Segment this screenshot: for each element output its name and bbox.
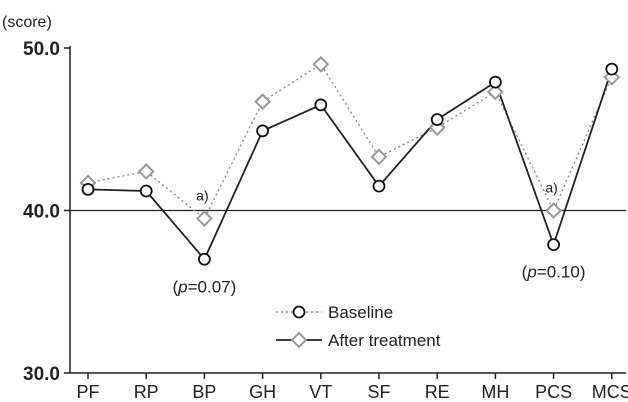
point-after-treatment <box>312 55 330 73</box>
annotation-layer: a) (p=0.07) a) (p=0.10) <box>172 180 585 297</box>
x-tick-label: BP <box>192 382 216 402</box>
annotation-superscript: a) <box>196 188 208 204</box>
x-tick-label: VT <box>309 382 332 402</box>
y-tick-label: 30.0 <box>23 364 60 385</box>
x-tick-label: SF <box>367 382 390 402</box>
point-baseline <box>547 238 560 252</box>
point-baseline <box>605 62 619 76</box>
point-baseline <box>256 124 270 138</box>
x-tick-label: MCS <box>592 382 628 402</box>
point-after-treatment <box>370 148 388 166</box>
point-baseline <box>81 182 95 196</box>
point-after-treatment <box>486 83 504 101</box>
y-tick-label: 50.0 <box>23 39 60 60</box>
legend-label-baseline: Baseline <box>328 303 393 322</box>
x-tick-label: MH <box>481 382 509 402</box>
point-baseline <box>314 98 328 112</box>
point-after-treatment <box>195 210 213 228</box>
series-layer <box>79 55 621 266</box>
legend-marker-after-treatment <box>290 331 308 349</box>
legend-label-after-treatment: After treatment <box>328 331 441 350</box>
x-tick-label: PF <box>76 382 99 402</box>
x-tick-label: RE <box>425 382 450 402</box>
annotation-p-value: (p=0.10) <box>522 263 586 282</box>
point-after-treatment <box>137 163 155 180</box>
x-tick-label: RP <box>134 382 159 402</box>
x-axis: PF RP BP GH VT SF RE MH PCS MCS <box>76 373 628 402</box>
y-axis-unit-label: (score) <box>2 14 52 31</box>
series-line-after-treatment <box>87 63 613 220</box>
point-after-treatment <box>254 93 272 111</box>
point-baseline <box>488 75 502 89</box>
point-baseline <box>197 252 211 266</box>
point-baseline <box>430 113 444 126</box>
y-tick-label: 40.0 <box>23 202 60 223</box>
point-baseline <box>372 179 386 193</box>
legend-marker-baseline <box>292 305 306 319</box>
x-tick-label: GH <box>249 382 276 402</box>
series-line-baseline <box>87 68 613 261</box>
x-tick-label: PCS <box>535 382 572 402</box>
legend: Baseline After treatment <box>276 303 441 350</box>
y-axis: 30.0 40.0 50.0 <box>23 39 70 385</box>
annotation-superscript: a) <box>545 180 557 196</box>
annotation-p-value: (p=0.07) <box>172 277 236 296</box>
point-after-treatment <box>545 202 563 219</box>
point-baseline <box>139 184 153 198</box>
